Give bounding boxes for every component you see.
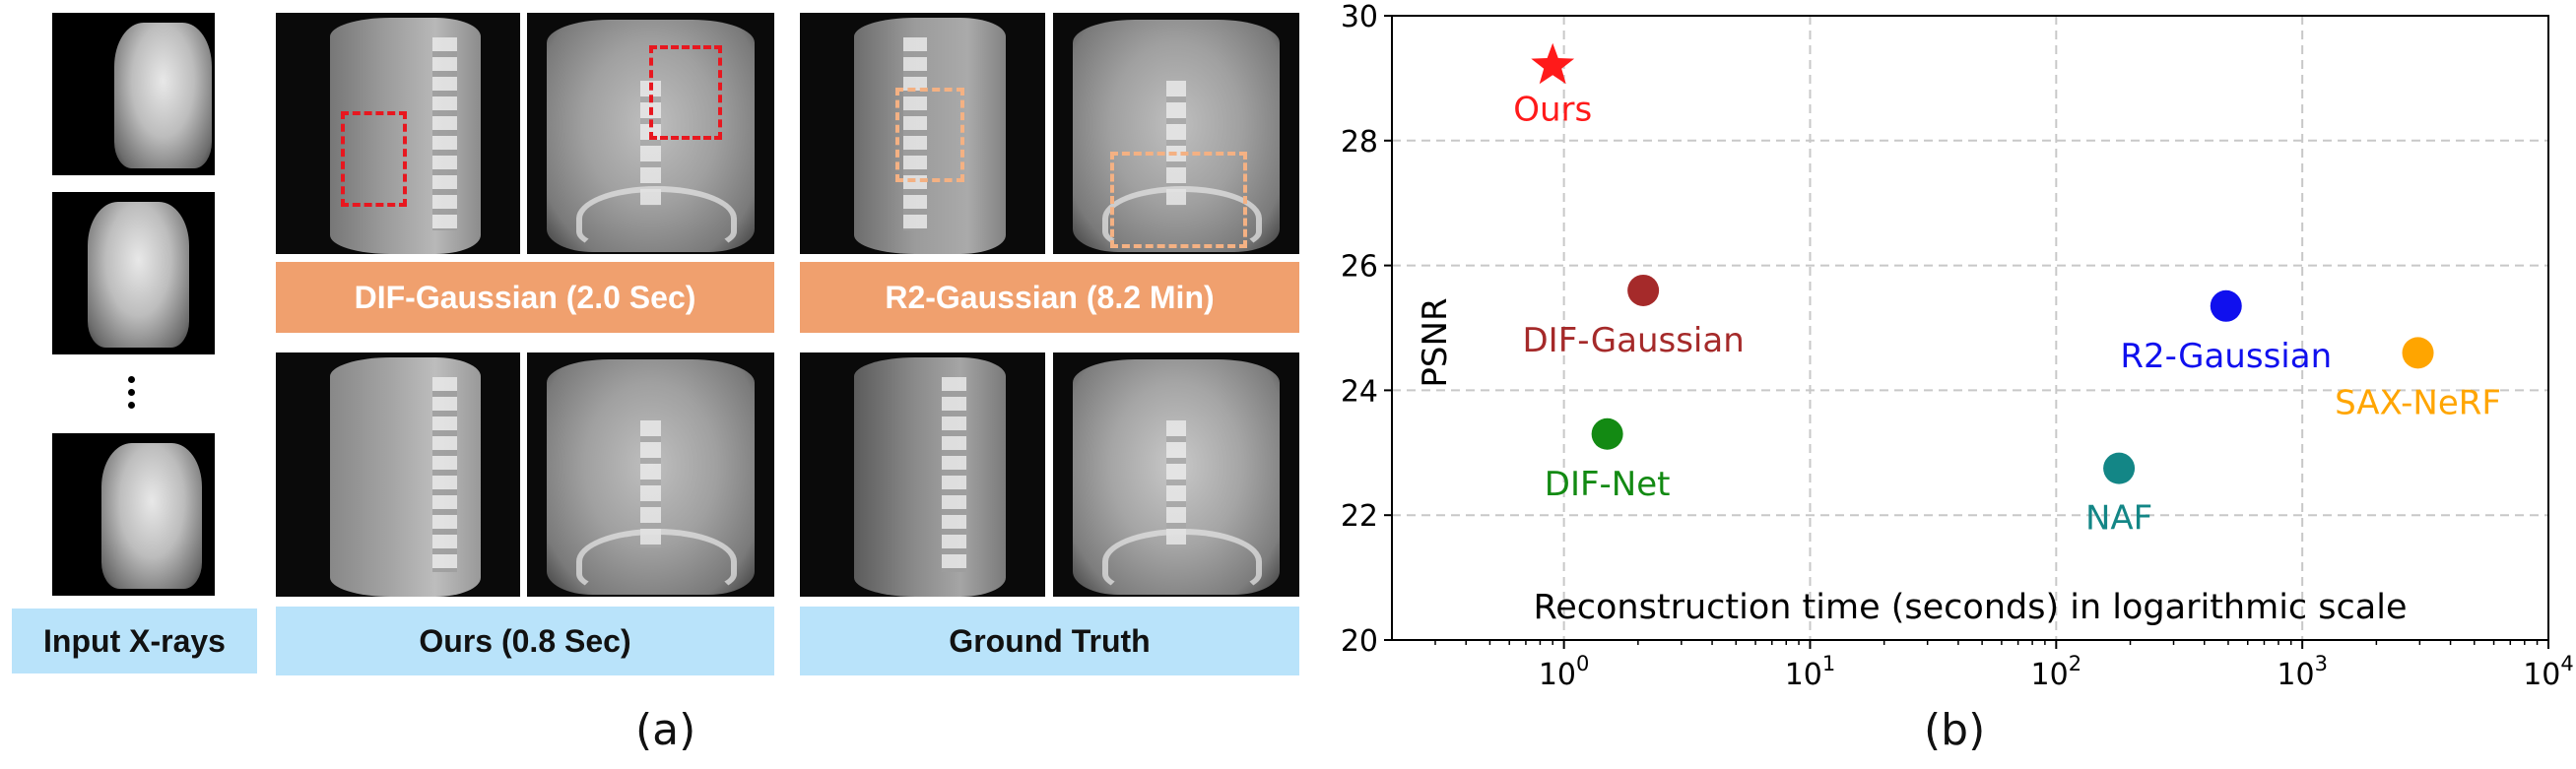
plot-frame	[1391, 15, 2549, 641]
point-label-sax-nerf: SAX-NeRF	[2335, 383, 2501, 422]
panel-b-caption: (b)	[1924, 705, 1986, 755]
y-tick-label: 20	[1341, 624, 1378, 659]
dif-gaussian-coronal-image	[527, 13, 774, 254]
ours-label: Ours (0.8 Sec)	[276, 607, 774, 675]
x-axis-label: Reconstruction time (seconds) in logarit…	[1534, 588, 2408, 627]
ground-truth-label: Ground Truth	[800, 607, 1299, 675]
ours-coronal-image	[527, 352, 774, 597]
y-tick-label: 30	[1341, 0, 1378, 34]
highlight-box	[649, 45, 722, 140]
vertical-ellipsis-icon	[128, 376, 136, 415]
point-marker-naf	[2103, 452, 2136, 484]
point-label-dif-net: DIF-Net	[1545, 465, 1671, 504]
x-tick-label: 100	[1539, 652, 1590, 692]
point-label-naf: NAF	[2085, 499, 2152, 539]
point-label-ours: Ours	[1513, 91, 1592, 130]
ground-truth-sagittal-image	[800, 352, 1045, 597]
x-tick-label: 101	[1785, 652, 1836, 692]
axis-layer: 20 22 24 26 28 30 100 101 102 103 104	[1341, 0, 2574, 692]
ours-sagittal-image	[276, 352, 520, 597]
point-marker-r2-gaussian	[2210, 289, 2242, 322]
point-label-dif-gaussian: DIF-Gaussian	[1522, 321, 1744, 360]
r2-gaussian-sagittal-image	[800, 13, 1045, 254]
r2-gaussian-label: R2-Gaussian (8.2 Min)	[800, 262, 1299, 333]
grid-layer	[1392, 16, 2548, 640]
star-marker-ours	[1531, 42, 1575, 85]
r2-gaussian-coronal-image	[1053, 13, 1299, 254]
mark-layer: Ours DIF-Gaussian DIF-Net NAF R2-GaussianSAX…	[1513, 42, 2501, 539]
highlight-box	[341, 111, 407, 207]
y-axis-label: PSNR	[1416, 297, 1455, 387]
highlight-box	[1110, 152, 1247, 248]
x-tick-label: 103	[2277, 652, 2328, 692]
dif-gaussian-label: DIF-Gaussian (2.0 Sec)	[276, 262, 774, 333]
y-tick-label: 26	[1341, 250, 1378, 285]
panel-a-caption: (a)	[635, 705, 696, 755]
y-tick-label: 22	[1341, 499, 1378, 534]
x-tick-label: 104	[2523, 652, 2574, 692]
point-marker-sax-nerf	[2402, 337, 2434, 369]
input-xray-image-2	[52, 192, 215, 354]
input-xray-image-1	[52, 13, 215, 175]
x-tick-label: 102	[2031, 652, 2082, 692]
ground-truth-coronal-image	[1053, 352, 1299, 597]
point-marker-dif-gaussian	[1627, 274, 1660, 306]
dif-gaussian-sagittal-image	[276, 13, 520, 254]
highlight-box	[895, 88, 964, 182]
y-tick-label: 28	[1341, 125, 1378, 160]
input-xray-image-3	[52, 433, 215, 596]
input-xrays-label: Input X-rays	[12, 609, 257, 673]
y-tick-label: 24	[1341, 374, 1378, 409]
point-label-r2-gaussian: R2-Gaussian	[2120, 337, 2332, 376]
point-marker-dif-net	[1591, 417, 1623, 450]
